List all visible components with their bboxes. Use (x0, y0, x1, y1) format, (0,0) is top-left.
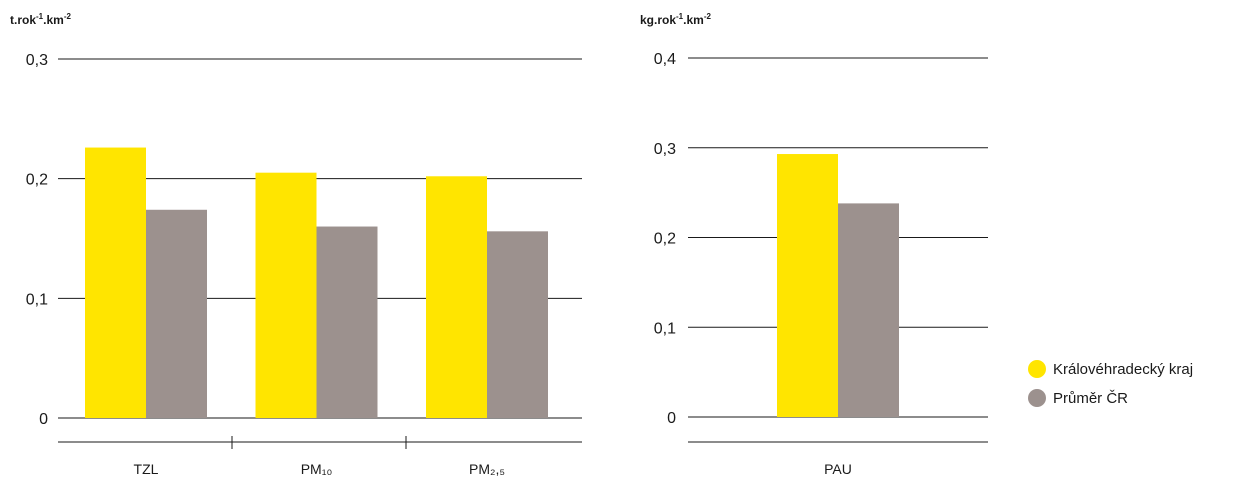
y-unit-mid: .km (683, 13, 704, 27)
y-unit-label: kg.rok-1.km-2 (640, 12, 711, 27)
y-tick-label: 0,2 (654, 231, 676, 248)
x-category-label: PAU (824, 461, 852, 477)
y-unit-main: kg.rok (640, 13, 676, 27)
x-category-label: PM₂,₅ (469, 461, 505, 477)
y-unit-mid: .km (43, 13, 64, 27)
y-unit-label: t.rok-1.km-2 (10, 12, 71, 27)
y-tick-label: 0 (667, 410, 676, 427)
bar-kraj (426, 176, 487, 418)
chart-left-tzl-pm: t.rok-1.km-2 0 0,1 0,2 0,3 TZL PM₁₀ PM₂,₅ (10, 12, 582, 477)
y-tick-label: 0 (39, 411, 48, 428)
legend-label: Průměr ČR (1053, 390, 1128, 407)
bar-prumer (146, 209, 207, 418)
y-tick-label: 0,3 (26, 52, 48, 69)
y-unit-sup2: -2 (64, 12, 72, 21)
chart-right-pau: kg.rok-1.km-2 0 0,1 0,2 0,3 0,4 PAU (640, 12, 988, 477)
legend: Královéhradecký kraj Průměr ČR (1028, 360, 1193, 407)
bar-kraj (777, 154, 838, 417)
y-tick-label: 0,1 (26, 291, 48, 308)
bar-kraj (85, 147, 146, 418)
y-unit-sup2: -2 (704, 12, 712, 21)
legend-swatch (1028, 389, 1046, 407)
y-unit-main: t.rok (10, 13, 36, 27)
legend-swatch (1028, 360, 1046, 378)
x-category-label: PM₁₀ (301, 461, 333, 477)
y-tick-label: 0,4 (654, 51, 676, 68)
bar-kraj (255, 172, 317, 418)
x-category-label: TZL (134, 461, 159, 477)
bar-prumer (316, 226, 378, 418)
legend-label: Královéhradecký kraj (1053, 361, 1193, 378)
y-unit-sup1: -1 (676, 12, 684, 21)
bar-prumer (838, 203, 899, 417)
y-unit-sup1: -1 (36, 12, 44, 21)
y-tick-label: 0,3 (654, 141, 676, 158)
bar-prumer (487, 231, 548, 418)
y-tick-label: 0,1 (654, 320, 676, 337)
y-tick-label: 0,2 (26, 172, 48, 189)
